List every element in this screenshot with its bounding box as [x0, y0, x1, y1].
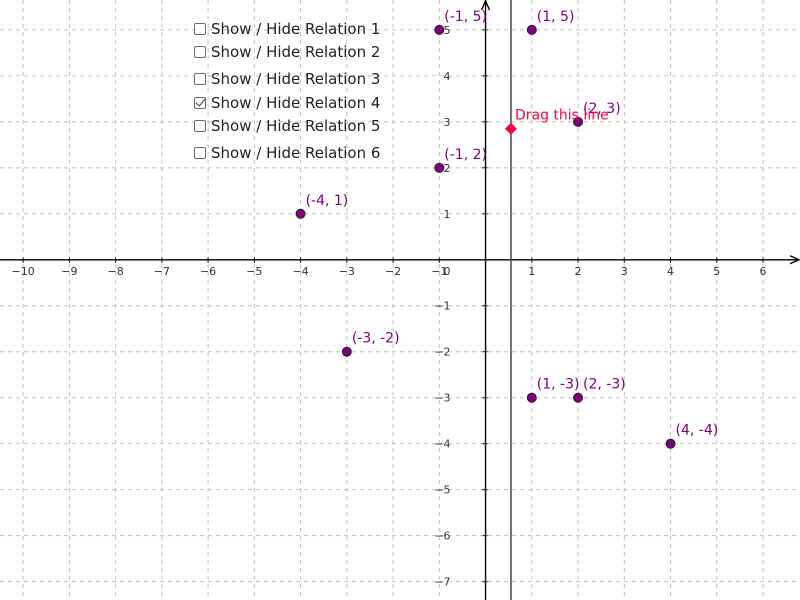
relation-4-checkbox[interactable] [194, 97, 206, 109]
data-point [573, 116, 584, 127]
data-point [526, 392, 537, 403]
y-tick-label: 2 [444, 162, 451, 175]
x-tick-label: −6 [200, 265, 216, 278]
drag-handle[interactable] [504, 122, 517, 135]
x-tick-label: 1 [528, 265, 535, 278]
x-tick-label: −10 [12, 265, 35, 278]
y-tick-label: 1 [444, 208, 451, 221]
point-label: (-1, 5) [444, 9, 487, 25]
y-tick-label: 3 [444, 116, 451, 129]
relation-5-toggle[interactable]: Show / Hide Relation 5 [194, 116, 380, 136]
y-tick-label: 5 [444, 24, 451, 37]
point-label: (1, -3) [537, 377, 580, 393]
x-tick-label: 6 [760, 265, 767, 278]
relation-4-toggle[interactable]: Show / Hide Relation 4 [194, 93, 380, 113]
relation-2-checkbox[interactable] [194, 46, 206, 58]
x-tick-label: 5 [713, 265, 720, 278]
data-point [341, 346, 352, 357]
x-tick-label: −2 [385, 265, 401, 278]
relation-2-label: Show / Hide Relation 2 [211, 43, 381, 61]
x-tick-label: 4 [667, 265, 674, 278]
relation-1-toggle[interactable]: Show / Hide Relation 1 [194, 19, 380, 39]
relation-6-label: Show / Hide Relation 6 [211, 144, 381, 162]
relation-5-label: Show / Hide Relation 5 [211, 117, 381, 135]
y-tick-label: −4 [434, 438, 450, 451]
y-tick-label: −3 [434, 392, 450, 405]
x-tick-label: 3 [621, 265, 628, 278]
relation-6-checkbox[interactable] [194, 147, 206, 159]
x-tick-label: −1 [431, 265, 447, 278]
x-tick-label: −4 [292, 265, 308, 278]
relation-4-label: Show / Hide Relation 4 [211, 94, 381, 112]
x-axis-arrow-icon [789, 255, 800, 265]
y-tick-label: −6 [434, 530, 450, 543]
relation-1-checkbox[interactable] [194, 23, 206, 35]
x-tick-label: −8 [107, 265, 123, 278]
y-axis-arrow-icon [480, 0, 491, 11]
y-tick-label: −7 [434, 576, 450, 589]
x-tick-label: −5 [246, 265, 262, 278]
data-point [295, 208, 306, 219]
x-tick-label: −7 [154, 265, 170, 278]
drag-line-label: Drag this line [515, 108, 609, 124]
relation-2-toggle[interactable]: Show / Hide Relation 2 [194, 42, 380, 62]
y-tick-label: −1 [434, 300, 450, 313]
relation-3-checkbox[interactable] [194, 73, 206, 85]
point-label: (2, -3) [583, 377, 626, 393]
point-label: (1, 5) [537, 9, 575, 25]
y-tick-label: −5 [434, 484, 450, 497]
origin-label: 0 [444, 265, 451, 278]
relation-5-checkbox[interactable] [194, 120, 206, 132]
x-tick-label: −9 [61, 265, 77, 278]
relation-6-toggle[interactable]: Show / Hide Relation 6 [194, 143, 380, 163]
point-label: (4, -4) [676, 423, 719, 439]
y-tick-label: −2 [434, 346, 450, 359]
relation-3-label: Show / Hide Relation 3 [211, 70, 381, 88]
point-label: (2, 3) [583, 101, 621, 117]
data-point [573, 392, 584, 403]
data-point [434, 162, 445, 173]
y-tick-label: 4 [444, 70, 451, 83]
data-point [434, 24, 445, 35]
point-label: (-3, -2) [352, 331, 400, 347]
point-label: (-4, 1) [306, 193, 349, 209]
x-tick-label: 2 [575, 265, 582, 278]
relation-1-label: Show / Hide Relation 1 [211, 20, 381, 38]
data-point [665, 438, 676, 449]
relation-3-toggle[interactable]: Show / Hide Relation 3 [194, 69, 380, 89]
point-label: (-1, 2) [444, 147, 487, 163]
data-point [526, 24, 537, 35]
x-tick-label: −3 [339, 265, 355, 278]
